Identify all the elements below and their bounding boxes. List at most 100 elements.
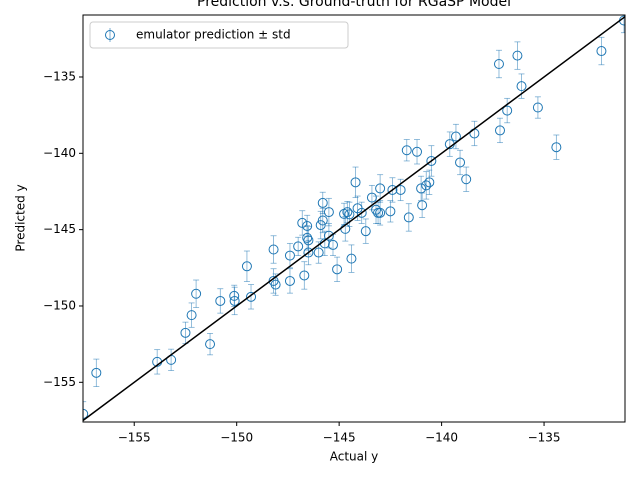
point <box>246 291 257 302</box>
point <box>323 230 334 241</box>
point <box>350 177 361 188</box>
error-bar <box>286 268 293 294</box>
error-bar <box>514 41 521 70</box>
x-tick-label: −140 <box>425 431 458 445</box>
error-bar <box>471 120 478 147</box>
point <box>426 155 437 166</box>
point <box>344 209 355 220</box>
error-bar <box>504 97 511 124</box>
point <box>461 174 472 185</box>
error-bar <box>419 192 426 218</box>
y-tick-label: −145 <box>43 222 76 236</box>
error-bar <box>598 36 605 66</box>
point <box>297 217 308 228</box>
y-axis-label: Predicted y <box>14 184 28 251</box>
error-bar <box>299 210 306 236</box>
point <box>385 206 396 217</box>
point <box>302 232 313 243</box>
error-bar <box>154 349 161 375</box>
point <box>395 184 406 195</box>
error-bar <box>207 333 214 356</box>
y-tick-label: −150 <box>43 298 76 312</box>
point <box>270 279 281 290</box>
point <box>186 310 197 321</box>
error-bar <box>217 288 224 314</box>
error-bar <box>457 149 464 176</box>
error-bar <box>620 15 625 34</box>
error-bar <box>495 49 502 79</box>
point <box>342 207 353 218</box>
error-bar <box>341 202 348 226</box>
point <box>412 146 423 157</box>
error-bar <box>270 235 277 264</box>
point <box>356 207 367 218</box>
error-bar <box>188 302 195 328</box>
point <box>317 215 328 226</box>
error-bar <box>452 123 459 150</box>
error-bar <box>193 279 200 308</box>
point <box>332 264 343 275</box>
point <box>495 125 506 136</box>
point <box>293 241 304 252</box>
error-bar <box>334 256 341 282</box>
point <box>375 207 386 218</box>
y-tick-label: −140 <box>43 146 76 160</box>
error-bar <box>168 348 175 371</box>
error-bar <box>93 358 100 387</box>
point <box>91 367 102 378</box>
point <box>516 81 527 92</box>
error-bar <box>463 166 470 192</box>
point <box>299 270 310 281</box>
error-bar <box>301 261 308 290</box>
error-bar <box>231 284 238 307</box>
point <box>366 192 377 203</box>
point <box>327 239 338 250</box>
point <box>284 250 295 261</box>
error-bar <box>446 131 453 157</box>
point <box>315 220 326 231</box>
plot-frame <box>82 14 626 423</box>
point <box>450 131 461 142</box>
point <box>180 327 191 338</box>
x-tick-label: −145 <box>323 431 356 445</box>
error-bar <box>243 250 250 282</box>
point <box>346 253 357 264</box>
error-bar <box>304 225 311 251</box>
point <box>229 295 240 306</box>
x-tick-label: −150 <box>220 431 253 445</box>
point <box>339 208 350 219</box>
point <box>493 59 504 70</box>
x-axis-label: Actual y <box>330 450 379 464</box>
legend: emulator prediction ± std <box>89 21 349 49</box>
legend-marker <box>105 30 115 40</box>
point <box>205 339 216 350</box>
error-bar <box>231 286 238 316</box>
error-bar <box>497 117 504 144</box>
point <box>417 200 428 211</box>
point <box>268 244 279 255</box>
legend-box <box>89 21 349 49</box>
point <box>360 226 371 237</box>
point <box>241 261 252 272</box>
error-bar <box>362 218 369 244</box>
point <box>532 102 543 113</box>
error-bar <box>329 233 336 256</box>
identity-line <box>83 16 625 422</box>
point <box>375 183 386 194</box>
error-bar <box>405 203 412 232</box>
point <box>313 247 324 258</box>
point <box>387 184 398 195</box>
point <box>596 46 607 57</box>
point <box>229 290 240 301</box>
error-bar <box>348 244 355 273</box>
chart-title: Prediction v.s. Ground-truth for RGaSP M… <box>197 0 511 10</box>
y-tick-label: −155 <box>43 375 76 389</box>
error-bar <box>534 96 541 119</box>
point <box>455 157 466 168</box>
point <box>303 247 314 258</box>
x-tick-label: −155 <box>118 431 151 445</box>
y-tick-label: −135 <box>43 69 76 83</box>
error-bar <box>414 139 421 165</box>
point <box>403 212 414 223</box>
